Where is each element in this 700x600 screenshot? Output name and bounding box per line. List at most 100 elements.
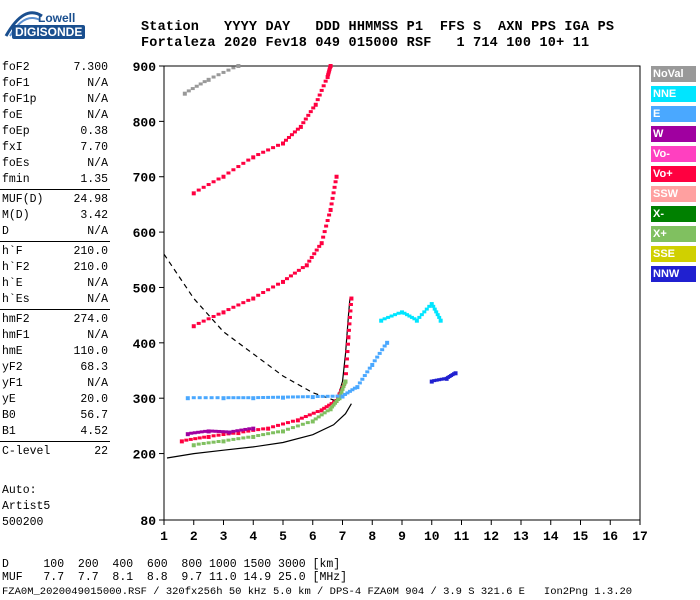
param-row: yF1 N/A xyxy=(2,376,108,392)
plot-frame xyxy=(163,65,641,521)
echo-point xyxy=(197,436,202,440)
echo-point xyxy=(434,310,439,314)
echo-point xyxy=(325,75,330,80)
echo-point xyxy=(417,315,422,319)
echo-point xyxy=(285,395,290,399)
echo-point xyxy=(292,271,297,275)
echo-point xyxy=(283,138,288,142)
echo-point xyxy=(328,64,333,68)
echo-point xyxy=(382,344,387,348)
echo-point xyxy=(346,328,351,332)
param-value: 0.38 xyxy=(80,125,108,138)
echo-point xyxy=(211,314,216,318)
param-row: foF1p N/A xyxy=(2,92,108,108)
param-name: h`F xyxy=(2,245,23,258)
echo-point xyxy=(276,423,281,427)
echo-point xyxy=(189,431,194,435)
echo-point xyxy=(310,395,315,400)
echo-point xyxy=(453,371,458,376)
echo-point xyxy=(241,396,246,400)
echo-point xyxy=(307,259,312,263)
header-line-values: Fortaleza 2020 Fev18 049 015000 RSF 1 71… xyxy=(141,36,590,51)
x-tick-label: 11 xyxy=(454,529,470,544)
echo-point xyxy=(307,413,312,417)
y-tick-label: 300 xyxy=(133,392,157,407)
x-tick-label: 7 xyxy=(339,529,347,544)
param-row: foE N/A xyxy=(2,108,108,124)
echo-point xyxy=(360,377,365,381)
echo-point xyxy=(221,439,226,444)
echo-point xyxy=(429,302,434,307)
param-row: h`E N/A xyxy=(2,276,108,292)
param-value: N/A xyxy=(87,277,108,290)
echo-point xyxy=(439,377,444,381)
echo-point xyxy=(437,315,442,319)
echo-point xyxy=(292,130,297,134)
echo-point xyxy=(216,177,221,181)
echo-point xyxy=(197,396,202,400)
curve-profile xyxy=(166,403,352,459)
echo-point xyxy=(320,394,325,398)
echo-point xyxy=(429,379,434,384)
echo-point xyxy=(357,381,362,385)
echo-point xyxy=(226,171,231,175)
echo-point xyxy=(241,436,246,440)
echo-point xyxy=(256,293,261,297)
y-tick-label: 200 xyxy=(133,448,157,463)
echo-point xyxy=(239,428,244,432)
echo-point xyxy=(190,87,195,91)
echo-point xyxy=(184,438,189,442)
echo-point xyxy=(231,66,236,70)
param-row: hmE 110.0 xyxy=(2,344,108,360)
param-row: D N/A xyxy=(2,224,108,240)
echo-point xyxy=(313,417,318,421)
echo-point xyxy=(199,430,204,434)
x-tick-label: 4 xyxy=(249,529,257,544)
echo-point xyxy=(362,374,367,378)
echo-point xyxy=(241,301,246,305)
param-row: fxI 7.70 xyxy=(2,140,108,156)
echo-point xyxy=(191,443,196,448)
param-value: 210.0 xyxy=(73,245,108,258)
param-name: hmE xyxy=(2,345,23,358)
echo-point xyxy=(432,307,437,311)
echo-point xyxy=(226,308,231,312)
echo-point xyxy=(216,312,221,316)
param-value: 3.42 xyxy=(80,209,108,222)
x-tick-label: 8 xyxy=(368,529,376,544)
echo-point xyxy=(339,390,344,394)
param-name: h`F2 xyxy=(2,261,30,274)
echo-point xyxy=(243,427,248,431)
echo-point xyxy=(435,313,440,317)
echo-point xyxy=(196,321,201,325)
echo-point xyxy=(437,378,442,382)
echo-point xyxy=(186,89,191,93)
echo-point xyxy=(347,322,352,326)
echo-point xyxy=(251,434,256,439)
echo-point xyxy=(201,441,206,445)
echo-point xyxy=(211,180,216,184)
echo-point xyxy=(301,121,306,125)
echo-point xyxy=(206,429,211,434)
echo-point xyxy=(236,303,241,307)
echo-point xyxy=(382,317,387,321)
echo-point xyxy=(203,396,208,400)
param-value: 22 xyxy=(94,445,108,458)
echo-point xyxy=(216,433,221,437)
echo-point xyxy=(345,342,350,346)
param-value: 7.300 xyxy=(73,61,108,74)
echo-point xyxy=(335,394,340,398)
echo-point xyxy=(385,340,390,345)
autoscale-label: Auto: xyxy=(2,484,37,497)
legend-item: X- xyxy=(651,206,696,222)
echo-point xyxy=(402,311,407,315)
param-separator xyxy=(0,309,110,310)
echo-point xyxy=(342,382,347,386)
echo-point xyxy=(352,386,357,390)
legend-item: NoVal xyxy=(651,66,696,82)
echo-point xyxy=(246,396,251,400)
echo-point xyxy=(393,313,398,317)
echo-point xyxy=(344,357,349,361)
echo-point xyxy=(295,424,300,428)
y-tick-label: 900 xyxy=(133,60,157,75)
